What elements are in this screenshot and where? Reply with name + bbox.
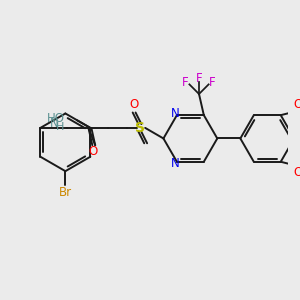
Text: F: F (209, 76, 216, 89)
Text: N: N (50, 117, 58, 130)
Text: HO: HO (47, 112, 65, 125)
Text: N: N (171, 107, 179, 120)
Text: O: O (89, 146, 98, 158)
Text: N: N (171, 157, 179, 170)
Text: Br: Br (59, 186, 72, 199)
Text: H: H (56, 122, 64, 132)
Text: S: S (135, 121, 146, 135)
Text: O: O (293, 166, 300, 179)
Text: O: O (129, 98, 138, 111)
Text: F: F (182, 76, 189, 89)
Text: F: F (196, 72, 202, 85)
Text: O: O (293, 98, 300, 111)
